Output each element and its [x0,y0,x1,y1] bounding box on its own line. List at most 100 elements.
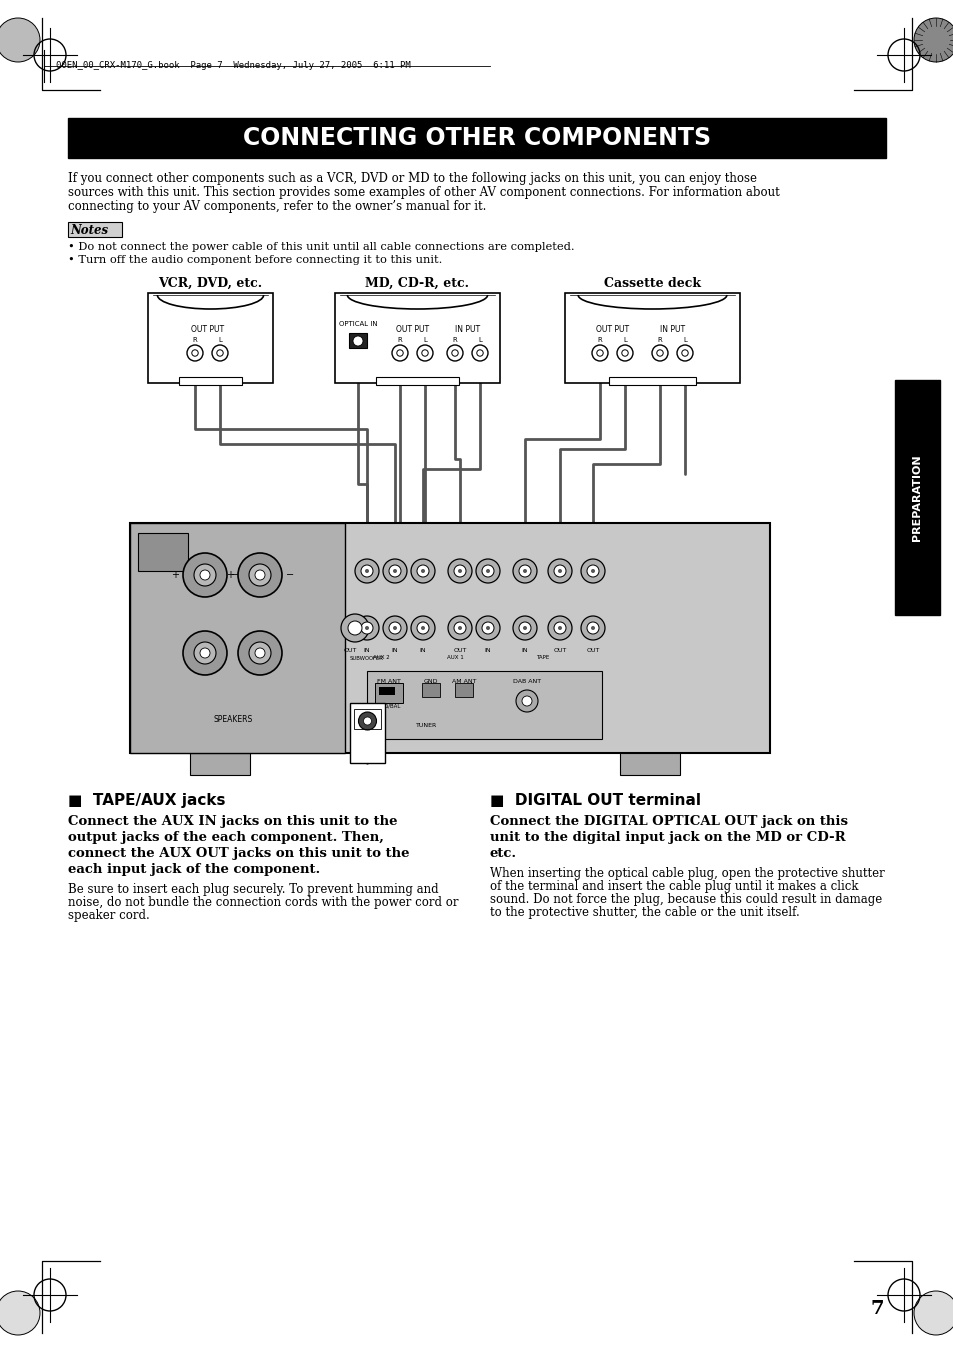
Text: OPTICAL IN: OPTICAL IN [338,322,377,327]
Text: AUX 1: AUX 1 [447,655,463,661]
Text: ■  DIGITAL OUT terminal: ■ DIGITAL OUT terminal [490,793,700,808]
Circle shape [454,565,465,577]
Circle shape [547,616,572,640]
Text: IN: IN [484,648,491,653]
Circle shape [485,569,490,573]
Text: IN: IN [363,648,370,653]
Text: each input jack of the component.: each input jack of the component. [68,863,320,875]
Circle shape [516,690,537,712]
Text: AUX 2: AUX 2 [373,655,389,661]
Text: OUT: OUT [453,648,466,653]
Circle shape [522,626,526,630]
Circle shape [360,565,373,577]
Circle shape [416,565,429,577]
Text: R: R [452,336,456,343]
Circle shape [358,712,376,730]
Bar [894,380,939,615]
Text: DIGITAL: DIGITAL [356,744,377,748]
Circle shape [513,616,537,640]
Circle shape [416,621,429,634]
Circle shape [200,570,210,580]
Circle shape [237,631,282,676]
Text: −: − [286,570,294,580]
Text: IN: IN [419,648,426,653]
Text: R: R [193,336,197,343]
Text: ■  TAPE/AUX jacks: ■ TAPE/AUX jacks [68,793,225,808]
Circle shape [472,345,488,361]
Text: Be sure to insert each plug securely. To prevent humming and: Be sure to insert each plug securely. To… [68,884,438,896]
Bar [350,703,385,763]
Text: OUT PUT: OUT PUT [395,326,429,334]
Text: MD, CD-R, etc.: MD, CD-R, etc. [365,277,469,290]
Circle shape [393,626,396,630]
Text: OUT PUT: OUT PUT [596,326,628,334]
Circle shape [392,345,408,361]
Circle shape [420,626,424,630]
Circle shape [597,350,602,357]
Circle shape [681,350,687,357]
Text: −: − [231,570,239,580]
Circle shape [360,621,373,634]
Circle shape [193,563,215,586]
Bar [349,332,367,349]
Circle shape [580,559,604,584]
Circle shape [547,559,572,584]
Circle shape [913,18,953,62]
Text: IN PUT: IN PUT [659,326,684,334]
Text: output jacks of the each component. Then,: output jacks of the each component. Then… [68,831,383,844]
Text: MAINS: MAINS [152,555,174,561]
Text: noise, do not bundle the connection cords with the power cord or: noise, do not bundle the connection cord… [68,896,458,909]
Circle shape [200,648,210,658]
Text: L: L [622,336,626,343]
Circle shape [363,717,371,725]
Text: +: + [226,570,233,580]
Text: DAB ANT: DAB ANT [513,680,540,684]
Text: GND: GND [423,680,437,684]
Text: OUT: OUT [361,751,373,757]
Bar [130,523,345,753]
Circle shape [353,336,363,346]
Circle shape [651,345,667,361]
Text: speaker cord.: speaker cord. [68,909,150,921]
Text: Cassette deck: Cassette deck [603,277,700,290]
Text: IN: IN [521,648,528,653]
Text: VCR, DVD, etc.: VCR, DVD, etc. [158,277,262,290]
Circle shape [476,559,499,584]
Circle shape [382,559,407,584]
Text: • Do not connect the power cable of this unit until all cable connections are co: • Do not connect the power cable of this… [68,242,574,253]
Text: 00EN_00_CRX-M170_G.book  Page 7  Wednesday, July 27, 2005  6:11 PM: 00EN_00_CRX-M170_G.book Page 7 Wednesday… [56,62,411,70]
Text: +: + [171,570,179,580]
Circle shape [420,569,424,573]
Circle shape [485,626,490,630]
Text: R: R [397,336,402,343]
Text: When inserting the optical cable plug, open the protective shutter: When inserting the optical cable plug, o… [490,867,883,880]
Circle shape [513,559,537,584]
Bar [387,688,395,694]
Circle shape [411,559,435,584]
Text: etc.: etc. [490,847,517,861]
Circle shape [554,565,565,577]
Circle shape [348,621,361,635]
Text: 7: 7 [869,1300,882,1319]
Circle shape [365,569,369,573]
Circle shape [521,696,532,707]
Bar [378,688,387,694]
Circle shape [212,345,228,361]
Circle shape [396,350,403,357]
Text: L: L [682,336,686,343]
Text: L: L [218,336,222,343]
Circle shape [454,621,465,634]
Circle shape [558,569,561,573]
Circle shape [411,616,435,640]
Circle shape [0,18,40,62]
Text: of the terminal and insert the cable plug until it makes a click: of the terminal and insert the cable plu… [490,880,858,893]
Text: L: L [477,336,481,343]
Circle shape [457,569,461,573]
Bar [130,523,769,753]
Circle shape [457,626,461,630]
Circle shape [340,613,369,642]
Circle shape [187,345,203,361]
Bar [138,534,188,571]
Circle shape [389,621,400,634]
Bar [421,684,439,697]
